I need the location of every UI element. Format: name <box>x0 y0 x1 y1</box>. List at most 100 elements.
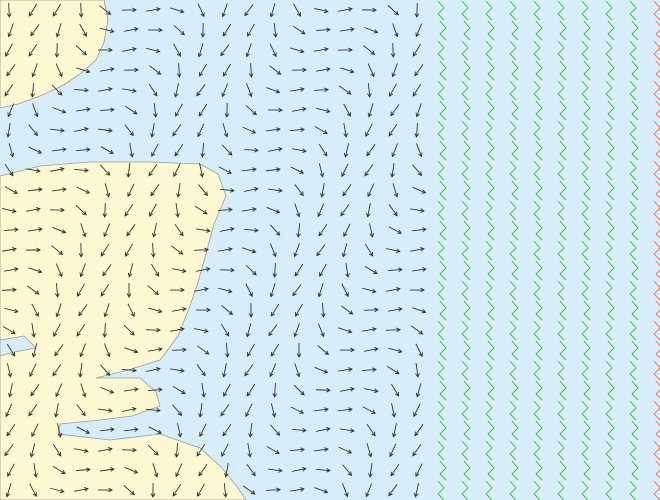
wind-arrow <box>270 303 280 317</box>
wind-barb <box>461 360 469 381</box>
wind-barb <box>485 320 493 341</box>
wind-barb <box>511 420 519 441</box>
wind-arrow <box>30 384 40 397</box>
wind-arrow <box>201 383 206 398</box>
wind-barb <box>631 380 639 401</box>
wind-barb <box>437 200 445 221</box>
wind-arrow <box>366 424 376 437</box>
wind-arrow <box>316 427 331 432</box>
wind-barb <box>631 220 639 241</box>
wind-arrow <box>31 63 38 78</box>
wind-arrow <box>54 344 64 357</box>
wind-barb <box>581 80 589 101</box>
wind-arrow <box>415 463 423 478</box>
wind-arrow <box>76 283 85 297</box>
wind-barb <box>461 40 469 61</box>
wind-arrow <box>100 27 115 34</box>
wind-arrow <box>74 487 89 492</box>
wind-arrow <box>266 87 281 94</box>
wind-arrow <box>364 388 379 394</box>
wind-arrow <box>341 305 354 315</box>
wind-arrow <box>30 82 35 98</box>
wind-arrow <box>28 267 43 274</box>
wind-barb <box>605 40 613 61</box>
wind-arrow <box>99 5 112 15</box>
wind-arrow <box>75 467 91 472</box>
wind-arrow <box>218 287 233 294</box>
wind-arrow <box>265 167 281 172</box>
wind-arrow <box>32 103 39 118</box>
wind-arrow <box>172 404 183 417</box>
wind-arrow <box>55 282 60 298</box>
wind-arrow <box>317 203 325 218</box>
wind-barb <box>605 80 613 101</box>
wind-arrow <box>124 347 139 354</box>
wind-arrow <box>172 124 182 137</box>
wind-barb <box>439 260 447 281</box>
wind-arrow <box>78 2 84 18</box>
wind-arrow <box>97 487 113 493</box>
wind-barb <box>581 280 589 301</box>
wind-barb <box>653 160 660 181</box>
wind-arrow <box>100 364 111 376</box>
wind-barb <box>511 300 519 321</box>
wind-barb <box>557 160 565 181</box>
wind-barb <box>461 80 469 101</box>
wind-barb <box>583 380 591 401</box>
wind-arrow <box>223 383 231 397</box>
wind-arrow <box>198 184 209 197</box>
wind-arrow <box>2 247 17 252</box>
wind-arrow <box>409 287 425 293</box>
wind-arrow <box>26 168 41 173</box>
wind-arrow <box>414 2 420 18</box>
wind-arrow <box>290 166 305 174</box>
wind-arrow <box>172 268 187 274</box>
wind-arrow <box>196 84 206 97</box>
wind-arrow <box>8 143 15 158</box>
wind-arrow <box>52 466 66 475</box>
wind-arrow <box>148 307 163 314</box>
wind-arrow <box>244 186 259 192</box>
wind-arrow <box>50 167 65 172</box>
wind-barb <box>605 240 613 261</box>
wind-arrow <box>246 343 255 357</box>
wind-arrow <box>269 65 282 75</box>
wind-arrow <box>171 347 187 353</box>
wind-barb <box>631 260 639 281</box>
wind-arrow <box>79 343 86 358</box>
wind-barb <box>629 360 637 381</box>
wind-arrow <box>145 327 161 333</box>
wind-arrow <box>198 403 203 418</box>
wind-barb <box>535 20 543 41</box>
wind-arrow <box>102 264 112 277</box>
wind-arrow <box>388 226 403 234</box>
wind-barb <box>533 240 541 261</box>
wind-arrow <box>103 343 111 358</box>
wind-arrow <box>175 463 183 478</box>
wind-arrow <box>219 267 235 273</box>
wind-arrow <box>412 83 422 97</box>
wind-barb <box>583 60 591 81</box>
wind-arrow <box>78 304 88 317</box>
wind-arrow <box>126 162 131 178</box>
wind-barb <box>581 320 589 341</box>
wind-barb <box>655 20 660 39</box>
wind-arrow <box>121 7 137 13</box>
wind-arrow <box>338 327 353 334</box>
wind-arrow <box>172 483 182 497</box>
wind-arrow <box>268 324 278 337</box>
wind-arrow <box>290 487 305 492</box>
wind-barb <box>655 140 660 159</box>
wind-arrow <box>217 207 233 213</box>
wind-barb <box>487 460 495 481</box>
wind-arrow <box>314 126 328 134</box>
wind-barb <box>487 300 495 321</box>
wind-arrow <box>8 383 13 398</box>
wind-arrow <box>220 227 235 232</box>
wind-barb <box>461 120 469 141</box>
wind-arrow <box>341 243 348 258</box>
wind-barb <box>583 100 591 121</box>
wind-arrow <box>124 105 138 115</box>
wind-arrow <box>26 207 41 212</box>
wind-arrow <box>123 427 139 432</box>
